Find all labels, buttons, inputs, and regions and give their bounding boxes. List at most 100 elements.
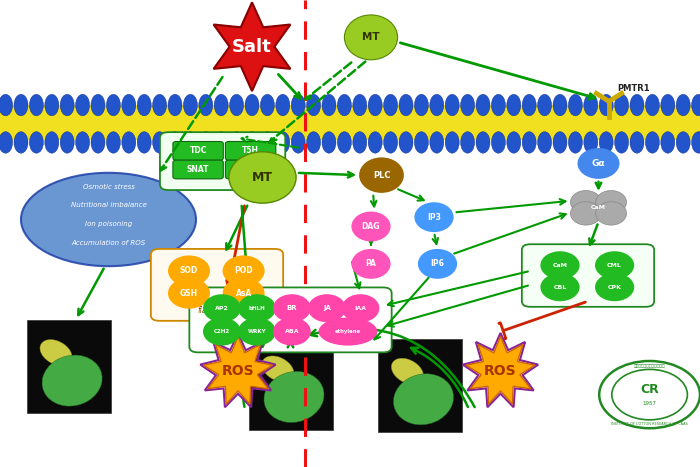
Ellipse shape — [29, 132, 43, 153]
Ellipse shape — [661, 94, 675, 116]
Ellipse shape — [260, 94, 274, 116]
Ellipse shape — [276, 94, 290, 116]
Ellipse shape — [645, 94, 659, 116]
Text: TDC: TDC — [190, 146, 206, 156]
Ellipse shape — [308, 294, 346, 322]
Ellipse shape — [276, 132, 290, 153]
Ellipse shape — [337, 94, 351, 116]
Ellipse shape — [322, 94, 336, 116]
Ellipse shape — [60, 94, 74, 116]
Ellipse shape — [42, 355, 102, 406]
Ellipse shape — [260, 132, 274, 153]
Text: 1957: 1957 — [643, 401, 657, 405]
Polygon shape — [204, 336, 272, 404]
Polygon shape — [466, 336, 535, 404]
Ellipse shape — [476, 132, 490, 153]
Ellipse shape — [384, 94, 398, 116]
Text: ethylene: ethylene — [335, 329, 361, 334]
Ellipse shape — [507, 132, 521, 153]
Ellipse shape — [568, 132, 582, 153]
Ellipse shape — [553, 132, 567, 153]
Text: DAG: DAG — [362, 222, 380, 231]
Text: CaM: CaM — [552, 263, 568, 268]
Ellipse shape — [351, 212, 391, 241]
FancyBboxPatch shape — [225, 160, 276, 179]
Ellipse shape — [615, 132, 629, 153]
Ellipse shape — [538, 132, 552, 153]
Text: JA: JA — [323, 305, 331, 311]
Ellipse shape — [203, 318, 241, 346]
Text: 中国农业科学院棉花研究所: 中国农业科学院棉花研究所 — [634, 365, 665, 368]
Ellipse shape — [307, 132, 321, 153]
Ellipse shape — [223, 278, 265, 309]
Ellipse shape — [599, 94, 613, 116]
FancyBboxPatch shape — [173, 142, 223, 160]
Ellipse shape — [106, 132, 120, 153]
Ellipse shape — [676, 94, 690, 116]
Ellipse shape — [507, 94, 521, 116]
FancyBboxPatch shape — [160, 132, 286, 190]
Text: GSH: GSH — [180, 289, 198, 298]
Ellipse shape — [0, 132, 13, 153]
Bar — [378, 339, 462, 432]
Ellipse shape — [21, 173, 196, 266]
Ellipse shape — [661, 132, 675, 153]
Ellipse shape — [584, 94, 598, 116]
Ellipse shape — [214, 132, 228, 153]
Text: CML: CML — [607, 263, 622, 268]
Ellipse shape — [91, 94, 105, 116]
Text: BR: BR — [286, 305, 297, 311]
Ellipse shape — [238, 318, 276, 346]
Ellipse shape — [273, 294, 311, 322]
Ellipse shape — [461, 94, 475, 116]
Ellipse shape — [76, 132, 90, 153]
Text: flavonoids: flavonoids — [197, 305, 237, 315]
FancyBboxPatch shape — [173, 160, 223, 179]
Text: Ion poisoning: Ion poisoning — [85, 221, 132, 227]
Ellipse shape — [183, 132, 197, 153]
Text: AP2: AP2 — [215, 306, 229, 311]
Ellipse shape — [76, 94, 90, 116]
Ellipse shape — [137, 94, 151, 116]
Text: PA: PA — [365, 259, 377, 269]
Ellipse shape — [168, 255, 210, 286]
Ellipse shape — [578, 148, 620, 179]
Text: WRKY: WRKY — [248, 329, 266, 334]
Ellipse shape — [630, 132, 644, 153]
Ellipse shape — [393, 374, 454, 425]
Text: CaM: CaM — [591, 205, 606, 210]
Text: SOD: SOD — [180, 266, 198, 276]
Ellipse shape — [384, 132, 398, 153]
Ellipse shape — [264, 371, 324, 423]
Ellipse shape — [245, 94, 259, 116]
Ellipse shape — [595, 251, 634, 279]
Text: AsA: AsA — [235, 289, 252, 298]
Ellipse shape — [568, 94, 582, 116]
Ellipse shape — [223, 255, 265, 286]
Bar — [27, 320, 111, 413]
FancyBboxPatch shape — [150, 249, 283, 321]
Text: IAA: IAA — [354, 306, 367, 311]
Ellipse shape — [45, 132, 59, 153]
Ellipse shape — [645, 132, 659, 153]
Text: CR: CR — [640, 382, 659, 396]
Text: INSTITUTE OF COTTON RESEARCH OF CAAS: INSTITUTE OF COTTON RESEARCH OF CAAS — [611, 422, 688, 426]
Ellipse shape — [596, 202, 626, 225]
Text: SNAT: SNAT — [187, 165, 209, 174]
Ellipse shape — [522, 94, 536, 116]
Ellipse shape — [538, 94, 552, 116]
Ellipse shape — [322, 132, 336, 153]
Ellipse shape — [137, 132, 151, 153]
Ellipse shape — [229, 152, 296, 203]
Ellipse shape — [414, 94, 428, 116]
Polygon shape — [214, 2, 290, 91]
Ellipse shape — [60, 132, 74, 153]
Ellipse shape — [570, 191, 601, 214]
Ellipse shape — [391, 358, 423, 384]
Ellipse shape — [692, 132, 700, 153]
Text: MT: MT — [362, 32, 380, 42]
Ellipse shape — [273, 318, 311, 346]
Text: IP3: IP3 — [427, 212, 441, 222]
Ellipse shape — [599, 132, 613, 153]
Text: Osmotic stress: Osmotic stress — [83, 184, 134, 190]
